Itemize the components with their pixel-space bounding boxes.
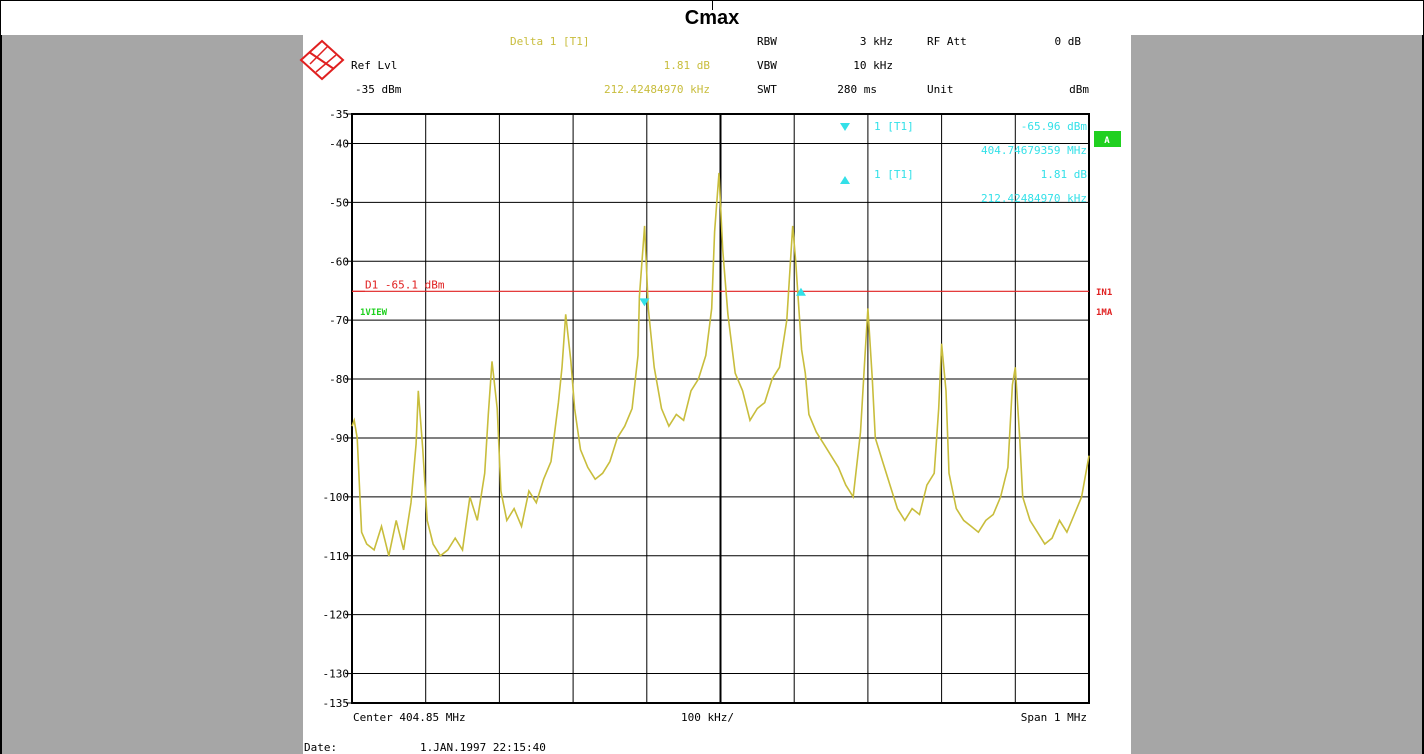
delta-label: Delta 1 [T1] — [510, 35, 589, 48]
unit-label: Unit — [927, 83, 954, 96]
vbw-value: 10 kHz — [853, 59, 893, 72]
center-frequency: Center 404.85 MHz — [353, 711, 466, 724]
ref-lvl-label: Ref Lvl — [351, 59, 397, 72]
y-tick-label: -60 — [329, 255, 349, 268]
rf-att-label: RF Att — [927, 35, 967, 48]
title-divider-tick — [712, 1, 713, 10]
date-label: Date: — [304, 741, 337, 754]
delta-marker-triangle — [795, 287, 806, 296]
marker-1-level: -65.96 dBm — [1021, 120, 1088, 133]
unit-value: dBm — [1069, 83, 1089, 96]
date-value: 1.JAN.1997 22:15:40 — [420, 741, 546, 754]
rf-att-value: 0 dB — [1055, 35, 1082, 48]
delta-marker-level: 1.81 dB — [1041, 168, 1088, 181]
marker-1-label: 1 [T1] — [874, 120, 914, 133]
y-tick-label: -70 — [329, 314, 349, 327]
y-axis-ticks: -35 -40 -50 -60 -70 -80 -90 -100 -110 -120 -130 -13… — [323, 108, 350, 710]
analyzer-panel — [303, 35, 1131, 754]
ma-indicator: 1MA — [1096, 308, 1113, 318]
in1-indicator: IN1 — [1096, 288, 1112, 298]
y-tick-label: -40 — [329, 137, 349, 150]
display-line-label: D1 -65.1 dBm — [365, 278, 445, 291]
rbw-value: 3 kHz — [860, 35, 893, 48]
delta-marker-label: 1 [T1] — [874, 168, 914, 181]
trace-label: 1VIEW — [360, 308, 388, 318]
y-tick-label: -35 — [329, 108, 349, 121]
delta-marker-readout-icon — [840, 176, 850, 184]
plot-grid — [346, 113, 1090, 704]
trace-a-badge-label: A — [1104, 136, 1110, 146]
delta-marker-freq: 212.42484970 kHz — [981, 192, 1087, 205]
ref-lvl-value: -35 dBm — [355, 83, 402, 96]
spectrum-trace — [351, 172, 1090, 557]
y-tick-label: -90 — [329, 432, 349, 445]
y-tick-label: -130 — [323, 668, 350, 681]
vbw-label: VBW — [757, 59, 777, 72]
y-tick-label: -100 — [323, 491, 350, 504]
page-title: Cmax — [684, 7, 740, 29]
y-tick-label: -50 — [329, 196, 349, 209]
y-tick-label: -120 — [323, 609, 350, 622]
trace-a-badge — [1094, 131, 1121, 147]
marker-symbols — [639, 287, 806, 307]
rbw-label: RBW — [757, 35, 777, 48]
y-tick-label: -135 — [323, 697, 350, 710]
span-value: Span 1 MHz — [1021, 711, 1087, 724]
y-tick-label: -80 — [329, 373, 349, 386]
division-scale: 100 kHz/ — [681, 711, 734, 724]
title-bar: Cmax — [0, 0, 1424, 36]
swt-value: 280 ms — [837, 83, 877, 96]
marker-1-readout-icon — [840, 123, 850, 131]
delta-level: 1.81 dB — [664, 59, 711, 72]
y-tick-label: -110 — [323, 550, 350, 563]
swt-label: SWT — [757, 83, 777, 96]
delta-freq: 212.42484970 kHz — [604, 83, 710, 96]
marker-1-triangle — [639, 298, 650, 307]
rs-logo-icon — [299, 39, 345, 81]
marker-1-freq: 404.74679359 MHz — [981, 144, 1087, 157]
